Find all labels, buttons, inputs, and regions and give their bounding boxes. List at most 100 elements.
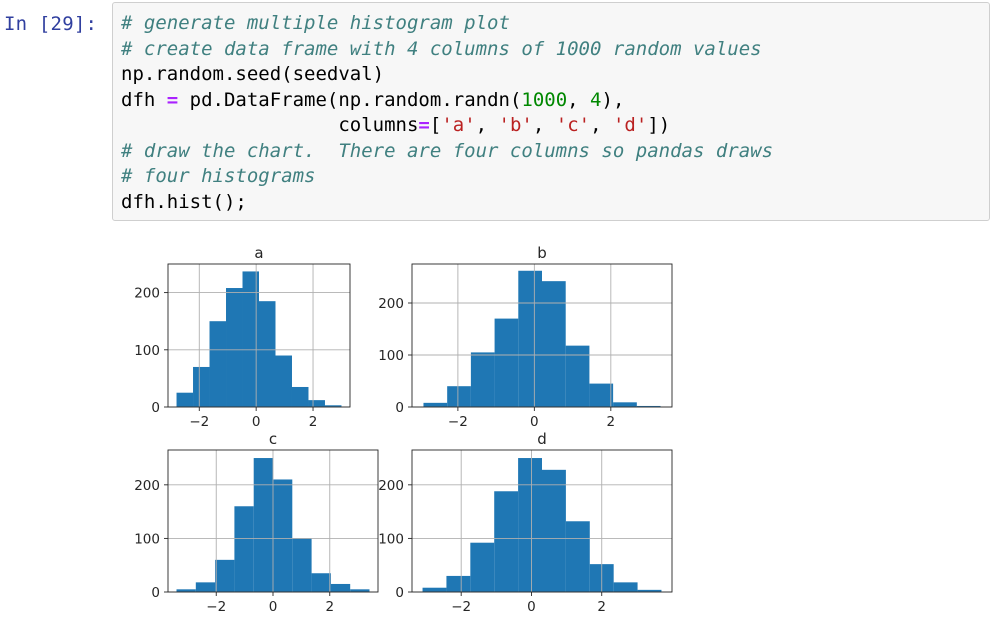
axes-frame bbox=[411, 449, 673, 593]
code-token: columns bbox=[121, 114, 419, 136]
histogram-title: d bbox=[537, 430, 547, 448]
x-tick-label: 2 bbox=[309, 414, 318, 430]
x-tick-label: 0 bbox=[527, 599, 536, 615]
code-token: # create data frame with 4 columns of 10… bbox=[121, 37, 762, 60]
y-tick-label: 0 bbox=[395, 400, 404, 416]
y-tick-label: 0 bbox=[151, 400, 160, 416]
histogram-bar bbox=[259, 301, 276, 407]
histogram-bar bbox=[176, 589, 196, 592]
x-tick-label: 2 bbox=[597, 599, 606, 615]
y-tick-label: 200 bbox=[134, 286, 160, 302]
code-token: # draw the chart. There are four columns… bbox=[121, 139, 774, 162]
y-tick-label: 100 bbox=[378, 531, 404, 547]
histogram-bar bbox=[350, 589, 370, 592]
code-token: pd.DataFrame(np.random.randn( bbox=[178, 88, 522, 111]
histogram-bar bbox=[518, 270, 542, 407]
histogram-bar bbox=[308, 400, 325, 407]
y-tick-label: 100 bbox=[378, 348, 404, 364]
histogram-bar bbox=[446, 575, 471, 592]
x-tick-label: 0 bbox=[269, 599, 278, 615]
histogram-bar bbox=[324, 405, 342, 407]
histogram-bar bbox=[422, 587, 447, 592]
histogram-bar bbox=[542, 469, 566, 592]
code-token: 1000 bbox=[521, 88, 568, 111]
code-line: # four histograms bbox=[121, 164, 773, 190]
code-input-area[interactable]: # generate multiple histogram plot # crea… bbox=[112, 2, 990, 221]
code-token: # generate multiple histogram plot bbox=[121, 12, 510, 34]
axes-frame bbox=[167, 263, 351, 408]
histogram-c: −2 0 2 0 100 200 c bbox=[134, 430, 379, 615]
x-tick-label: 0 bbox=[530, 414, 539, 430]
x-tick-label: −2 bbox=[448, 414, 468, 430]
y-tick-label: 200 bbox=[378, 296, 404, 312]
code-token: 'd' bbox=[612, 114, 648, 136]
histogram-bar bbox=[330, 583, 351, 592]
histogram-bar bbox=[209, 321, 227, 407]
code-token: , bbox=[475, 114, 499, 136]
code-token: , bbox=[567, 88, 591, 111]
histogram-bar bbox=[565, 345, 590, 407]
histogram-figure: −2 0 2 0 100 200 a −2 0 2 0 100 200 b −2 0 2 0 100 200 c −2 0 2… bbox=[134, 244, 673, 615]
code-line: columns=['a', 'b', 'c', 'd']) bbox=[121, 113, 773, 139]
code-token: 'a' bbox=[441, 114, 476, 136]
histogram-bar bbox=[253, 458, 273, 592]
code-token: np.random.seed(seedval) bbox=[121, 63, 385, 85]
histogram-bar bbox=[176, 392, 194, 407]
code-line: dfh = pd.DataFrame(np.random.randn(1000,… bbox=[121, 88, 773, 114]
code-token: , bbox=[532, 114, 556, 136]
code-token: dfh.hist(); bbox=[121, 190, 247, 213]
code-token: 'b' bbox=[498, 114, 533, 136]
histogram-bar bbox=[226, 288, 243, 407]
code-token: = bbox=[418, 114, 430, 136]
code-block[interactable]: # generate multiple histogram plot # crea… bbox=[121, 11, 773, 215]
x-tick-label: 0 bbox=[252, 414, 261, 430]
x-tick-label: 2 bbox=[607, 414, 616, 430]
histogram-d: −2 0 2 0 100 200 d bbox=[378, 430, 673, 615]
code-token: , bbox=[590, 114, 613, 136]
code-line: # create data frame with 4 columns of 10… bbox=[121, 37, 773, 63]
histogram-bar bbox=[273, 479, 293, 592]
axes-frame bbox=[411, 263, 673, 408]
y-tick-label: 200 bbox=[134, 478, 160, 494]
histogram-bar bbox=[518, 458, 542, 592]
histogram-bar bbox=[565, 521, 590, 592]
histogram-bar bbox=[589, 383, 614, 407]
y-tick-label: 100 bbox=[134, 531, 160, 547]
y-tick-label: 0 bbox=[151, 585, 160, 601]
histogram-bar bbox=[242, 271, 259, 407]
code-line: np.random.seed(seedval) bbox=[121, 62, 773, 88]
code-line: # draw the chart. There are four columns… bbox=[121, 139, 773, 165]
histogram-bar bbox=[291, 386, 309, 407]
histogram-bar bbox=[311, 573, 331, 592]
cell-output: −2 0 2 0 100 200 a −2 0 2 0 100 200 b −2 0 2 0 100 200 c −2 0 2… bbox=[112, 232, 712, 620]
histogram-a: −2 0 2 0 100 200 a bbox=[134, 244, 351, 430]
histogram-bar bbox=[193, 366, 210, 407]
histogram-bar bbox=[292, 538, 312, 592]
histogram-bar bbox=[275, 355, 292, 407]
histogram-title: c bbox=[269, 430, 277, 448]
histogram-bar bbox=[494, 318, 519, 407]
histogram-bar bbox=[447, 386, 471, 407]
code-line: dfh.hist(); bbox=[121, 190, 773, 216]
y-tick-label: 0 bbox=[395, 585, 404, 601]
histogram-b: −2 0 2 0 100 200 b bbox=[378, 244, 673, 430]
code-token: ]) bbox=[647, 114, 671, 136]
histogram-title: b bbox=[537, 244, 547, 262]
code-token: 4 bbox=[590, 88, 602, 111]
histogram-bar bbox=[494, 491, 519, 592]
cell-prompt: In [29]: bbox=[4, 13, 98, 35]
histogram-bar bbox=[195, 582, 216, 592]
y-tick-label: 200 bbox=[378, 478, 404, 494]
x-tick-label: 2 bbox=[325, 599, 334, 615]
x-tick-label: −2 bbox=[189, 414, 209, 430]
histogram-bar bbox=[636, 405, 661, 407]
y-tick-label: 100 bbox=[134, 343, 160, 359]
histogram-bar bbox=[215, 559, 235, 592]
histogram-bar bbox=[234, 506, 254, 592]
histogram-bar bbox=[637, 589, 662, 592]
code-token: = bbox=[166, 88, 179, 111]
histogram-bar bbox=[542, 281, 566, 407]
x-tick-label: −2 bbox=[206, 599, 226, 615]
x-tick-label: −2 bbox=[451, 599, 471, 615]
code-token: ), bbox=[601, 88, 625, 111]
